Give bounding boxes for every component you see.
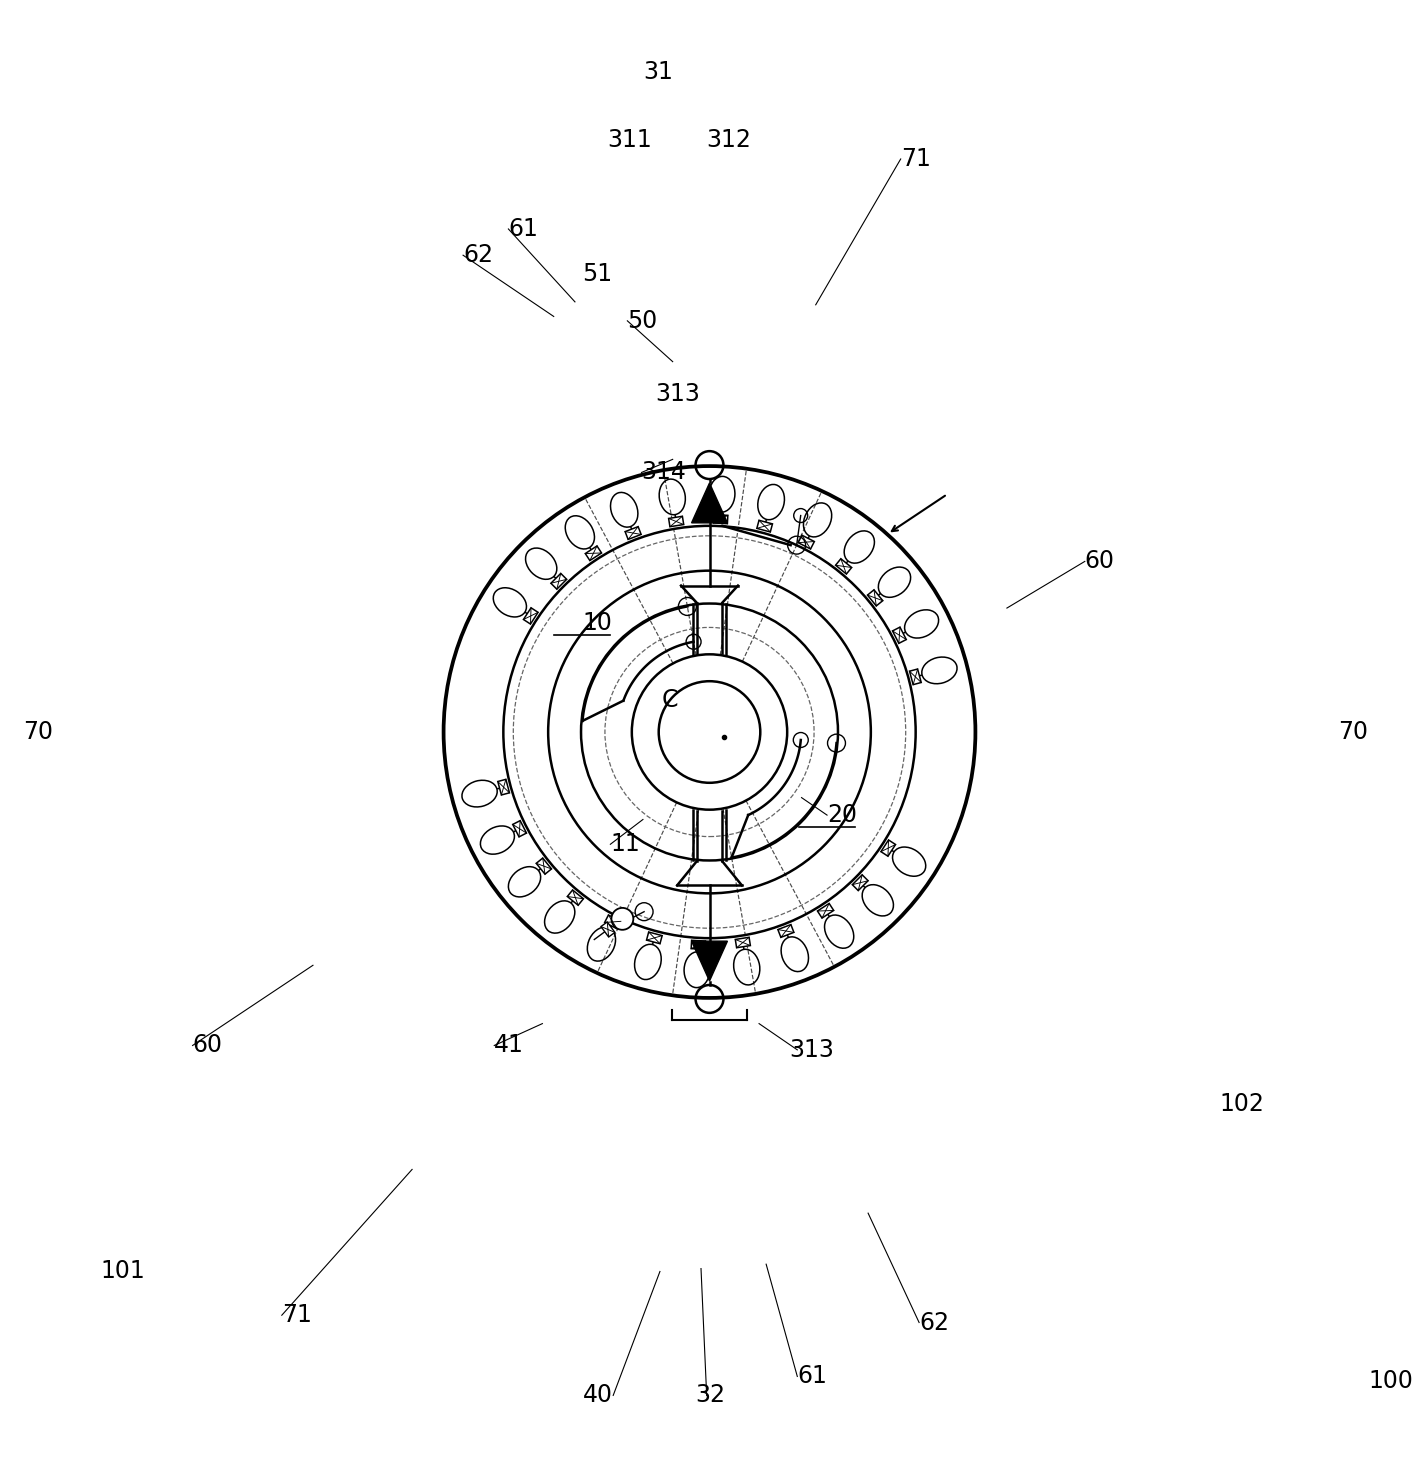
Polygon shape xyxy=(567,890,583,905)
Polygon shape xyxy=(691,940,705,949)
Polygon shape xyxy=(893,627,906,643)
Text: C: C xyxy=(661,688,678,712)
Text: 70: 70 xyxy=(23,720,53,744)
Text: 61: 61 xyxy=(798,1364,828,1388)
Text: 101: 101 xyxy=(101,1259,145,1284)
Polygon shape xyxy=(836,559,852,574)
Polygon shape xyxy=(818,903,833,918)
Polygon shape xyxy=(691,483,728,523)
Text: 61: 61 xyxy=(509,217,539,242)
Text: 20: 20 xyxy=(828,804,857,827)
Polygon shape xyxy=(604,915,621,928)
Text: 51: 51 xyxy=(582,262,611,285)
Text: 70: 70 xyxy=(1338,720,1368,744)
Text: 10: 10 xyxy=(582,610,611,635)
Polygon shape xyxy=(882,840,896,856)
Polygon shape xyxy=(910,669,921,685)
Polygon shape xyxy=(778,925,793,937)
Text: 31: 31 xyxy=(644,60,674,83)
Text: 71: 71 xyxy=(282,1303,311,1328)
Text: 60: 60 xyxy=(192,1034,223,1057)
Text: 312: 312 xyxy=(707,127,752,152)
Polygon shape xyxy=(586,546,602,561)
Polygon shape xyxy=(798,536,815,549)
Text: 71: 71 xyxy=(900,146,930,171)
Polygon shape xyxy=(867,590,883,606)
Text: 311: 311 xyxy=(607,127,653,152)
Text: 102: 102 xyxy=(1219,1092,1264,1116)
Text: 62: 62 xyxy=(464,243,493,268)
Text: 313: 313 xyxy=(789,1038,833,1061)
Text: 41: 41 xyxy=(495,1034,525,1057)
Text: 32: 32 xyxy=(695,1383,725,1407)
Text: 62: 62 xyxy=(919,1310,948,1335)
Text: 100: 100 xyxy=(1368,1369,1413,1392)
Polygon shape xyxy=(647,933,663,944)
Text: 60: 60 xyxy=(1085,549,1115,574)
Polygon shape xyxy=(626,527,641,539)
Text: 11: 11 xyxy=(610,832,640,856)
Text: 50: 50 xyxy=(627,309,657,332)
Polygon shape xyxy=(550,574,567,589)
Polygon shape xyxy=(714,515,728,524)
Polygon shape xyxy=(602,922,614,937)
Text: 314: 314 xyxy=(641,461,687,485)
Polygon shape xyxy=(691,941,728,981)
Polygon shape xyxy=(536,858,552,874)
Polygon shape xyxy=(498,779,509,795)
Text: 313: 313 xyxy=(656,382,701,406)
Polygon shape xyxy=(523,608,538,624)
Circle shape xyxy=(611,908,633,930)
Polygon shape xyxy=(513,821,526,837)
Polygon shape xyxy=(735,937,751,947)
Polygon shape xyxy=(757,520,772,531)
Polygon shape xyxy=(668,517,684,527)
Polygon shape xyxy=(852,875,867,890)
Text: 40: 40 xyxy=(583,1383,613,1407)
